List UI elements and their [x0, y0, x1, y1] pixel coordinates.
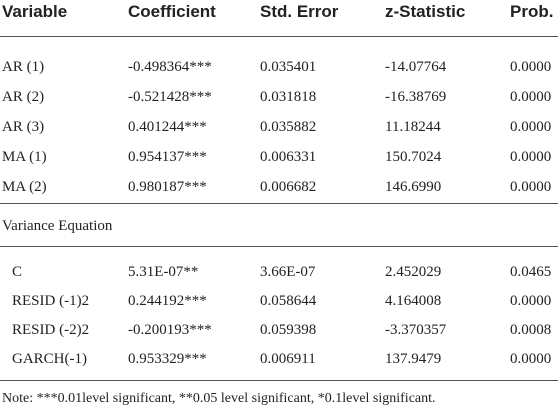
- cell-value: 0.0000: [510, 179, 552, 195]
- cell-value: 0.0000: [510, 149, 552, 165]
- cell-value: 0.953329***: [128, 351, 207, 367]
- cell-value: -0.521428***: [128, 89, 212, 105]
- rule: [0, 380, 558, 381]
- cell-value: 0.0000: [510, 293, 552, 309]
- header-cell: Prob.: [510, 2, 554, 21]
- cell-value: 0.954137***: [128, 149, 207, 165]
- cell-value: 137.9479: [385, 351, 442, 367]
- cell-value: 5.31E-07**: [128, 264, 199, 280]
- cell-value: 0.0000: [510, 351, 552, 367]
- row-label: RESID (-1)2: [12, 293, 90, 309]
- row-label: MA (2): [2, 179, 47, 195]
- cell-value: 146.6990: [385, 179, 442, 195]
- cell-value: -16.38769: [385, 89, 447, 105]
- cell-value: 150.7024: [385, 149, 442, 165]
- cell-value: 0.059398: [260, 322, 317, 338]
- cell-value: 0.980187***: [128, 179, 207, 195]
- row-label: C: [12, 264, 23, 280]
- cell-value: -0.200193***: [128, 322, 212, 338]
- header-cell: Coefficient: [128, 2, 216, 21]
- header-cell: Std. Error: [260, 2, 339, 21]
- row-label: AR (3): [2, 119, 45, 135]
- cell-value: 4.164008: [385, 293, 442, 309]
- row-label: RESID (-2)2: [12, 322, 90, 338]
- rule: [0, 36, 558, 37]
- cell-value: 0.006682: [260, 179, 317, 195]
- cell-value: 0.244192***: [128, 293, 207, 309]
- row-label: AR (1): [2, 59, 45, 75]
- cell-value: -14.07764: [385, 59, 447, 75]
- cell-value: -3.370357: [385, 322, 447, 338]
- cell-value: 0.006911: [260, 351, 316, 367]
- cell-value: 0.0008: [510, 322, 552, 338]
- row-label: GARCH(-1): [12, 351, 87, 367]
- cell-value: 0.035401: [260, 59, 317, 75]
- cell-value: 0.0000: [510, 89, 552, 105]
- cell-value: 0.006331: [260, 149, 317, 165]
- cell-value: -0.498364***: [128, 59, 212, 75]
- cell-value: 3.66E-07: [260, 264, 316, 280]
- cell-value: 11.18244: [385, 119, 441, 135]
- cell-value: 0.031818: [260, 89, 317, 105]
- rule: [0, 246, 558, 247]
- header-cell: Variable: [2, 2, 68, 21]
- row-label: MA (1): [2, 149, 47, 165]
- cell-value: 0.058644: [260, 293, 317, 309]
- cell-value: 2.452029: [385, 264, 442, 280]
- cell-value: 0.0000: [510, 119, 552, 135]
- cell-value: 0.401244***: [128, 119, 207, 135]
- section-label: Variance Equation: [2, 218, 113, 234]
- rule: [0, 203, 558, 204]
- note: Note: ***0.01level significant, **0.05 l…: [2, 391, 436, 406]
- cell-value: 0.0465: [510, 264, 552, 280]
- header-cell: z-Statistic: [385, 2, 466, 21]
- cell-value: 0.035882: [260, 119, 317, 135]
- cell-value: 0.0000: [510, 59, 552, 75]
- row-label: AR (2): [2, 89, 45, 105]
